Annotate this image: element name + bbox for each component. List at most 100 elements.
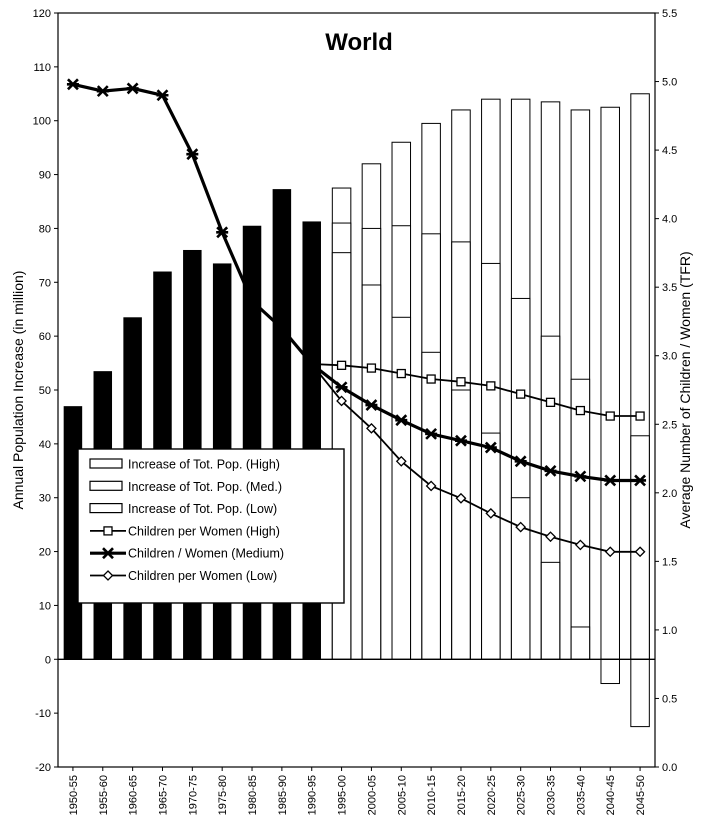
tfr-marker-low	[515, 521, 527, 533]
tfr-marker-low	[545, 531, 556, 543]
tfr-marker-medium	[454, 434, 467, 447]
tfr-marker-low	[425, 480, 437, 492]
x-tick-label: 1980-85	[247, 775, 259, 815]
tfr-marker-high	[456, 377, 466, 387]
tfr-marker-medium	[246, 294, 259, 307]
y-axis-right-title: Average Number of Children / Women (TFR)	[677, 251, 693, 528]
tfr-marker-medium	[365, 399, 378, 411]
tfr-marker-low	[366, 422, 377, 434]
tfr-marker-medium	[126, 82, 139, 95]
projection-bar-low	[540, 561, 561, 660]
tfr-marker-medium	[634, 474, 647, 487]
x-tick-label: 1995-00	[337, 775, 349, 815]
legend-label: Increase of Tot. Pop. (Low)	[128, 502, 277, 516]
y-axis-left-title: Annual Population Increase (in million)	[10, 271, 26, 510]
tfr-marker-high	[575, 405, 586, 416]
projection-bar-low	[421, 351, 441, 660]
tfr-marker-low	[485, 507, 497, 519]
y-right-tick-label: 3.0	[662, 351, 677, 363]
tfr-marker-medium	[484, 441, 497, 454]
y-left-tick-label: 80	[39, 223, 51, 235]
projection-bar-low	[391, 316, 412, 660]
x-tick-label: 1970-75	[187, 775, 199, 815]
x-tick-label: 1960-65	[128, 775, 140, 815]
legend-swatch-bar	[89, 458, 123, 469]
y-left-tick-label: 20	[39, 547, 51, 559]
tfr-marker-high	[545, 397, 556, 407]
x-tick-label: 1985-90	[277, 775, 289, 815]
tfr-marker-medium	[395, 414, 408, 427]
tfr-marker-medium	[514, 455, 527, 468]
tfr-marker-medium	[604, 474, 617, 487]
tfr-line-medium	[72, 82, 641, 483]
x-tick-label: 2000-05	[366, 775, 378, 815]
chart-title: World	[325, 29, 393, 56]
y-right-tick-label: 3.5	[662, 282, 677, 294]
y-right-tick-label: 0.5	[662, 693, 677, 705]
y-right-tick-label: 4.5	[662, 145, 677, 157]
tfr-marker-low	[634, 546, 646, 558]
y-left-tick-label: 90	[39, 170, 51, 182]
tfr-marker-low	[395, 455, 407, 467]
tfr-marker-medium	[186, 148, 199, 161]
axes-layer: -20 -10 0 10 20 30 40 50 60 70 80 90 100 110 120 0.0 0.5…	[33, 8, 678, 815]
projection-bar-low	[361, 284, 382, 660]
projection-bar-low	[481, 432, 501, 660]
y-right-tick-label: 1.0	[662, 625, 677, 637]
y-right-tick-label: 2.0	[662, 488, 677, 500]
y-left-tick-label: -10	[35, 708, 51, 720]
legend-box	[77, 448, 345, 604]
x-tick-label: 2030-35	[546, 775, 558, 815]
y-left-tick-label: 40	[39, 439, 51, 451]
tfr-marker-medium	[66, 78, 79, 91]
y-left-tick-label: 0	[45, 654, 51, 666]
legend-label: Increase of Tot. Pop. (High)	[128, 458, 280, 472]
x-tick-label: 2020-25	[486, 775, 498, 815]
y-left-tick-label: 60	[39, 331, 51, 343]
tfr-marker-low	[336, 395, 347, 407]
legend-label: Children / Women (Medium)	[128, 547, 284, 561]
y-right-tick-label: 1.5	[662, 556, 677, 568]
y-left-tick-label: 50	[39, 385, 51, 397]
y-right-tick-label: 2.5	[662, 419, 677, 431]
x-tick-label: 1975-80	[217, 775, 229, 815]
y-left-tick-label: 30	[39, 493, 51, 505]
tfr-marker-high	[605, 411, 615, 421]
x-tick-label: 2035-40	[575, 775, 587, 815]
x-tick-label: 1950-55	[68, 775, 80, 815]
projection-bar-low	[600, 658, 620, 685]
legend-swatch-marker	[102, 547, 114, 560]
tfr-marker-medium	[96, 85, 109, 98]
legend-label: Increase of Tot. Pop. (Med.)	[128, 480, 282, 494]
tfr-marker-medium	[544, 464, 557, 477]
tfr-marker-medium	[425, 427, 438, 440]
x-tick-label: 2005-10	[396, 775, 408, 815]
tfr-line-high	[311, 363, 641, 417]
y-left-tick-label: 110	[33, 62, 51, 74]
tfr-marker-medium	[335, 381, 348, 394]
x-tick-label: 1965-70	[157, 775, 169, 815]
projection-bar-high	[600, 106, 620, 660]
x-tick-label: 2015-20	[456, 775, 468, 815]
x-tick-label: 2040-45	[605, 775, 617, 815]
lines-layer	[66, 78, 647, 558]
tfr-line-low	[310, 363, 641, 553]
tfr-marker-high	[516, 389, 526, 399]
legend-swatch-marker	[102, 570, 114, 581]
bars-layer	[63, 93, 650, 728]
y-left-tick-label: 70	[39, 277, 51, 289]
legend: Increase of Tot. Pop. (High) Increase of …	[77, 448, 345, 604]
tfr-marker-medium	[275, 322, 288, 335]
projection-bar-low	[630, 658, 650, 728]
x-tick-label: 1955-60	[98, 775, 110, 815]
y-right-tick-label: 0.0	[662, 762, 677, 774]
legend-label: Children per Women (High)	[128, 524, 280, 538]
tfr-marker-low	[574, 539, 586, 551]
x-tick-label: 2045-50	[635, 775, 647, 815]
tfr-marker-medium	[156, 89, 169, 102]
legend-swatch-marker	[103, 526, 113, 536]
x-tick-label: 2025-30	[516, 775, 528, 815]
legend-label: Children per Women (Low)	[128, 569, 277, 583]
y-left-tick-label: 100	[33, 116, 51, 128]
